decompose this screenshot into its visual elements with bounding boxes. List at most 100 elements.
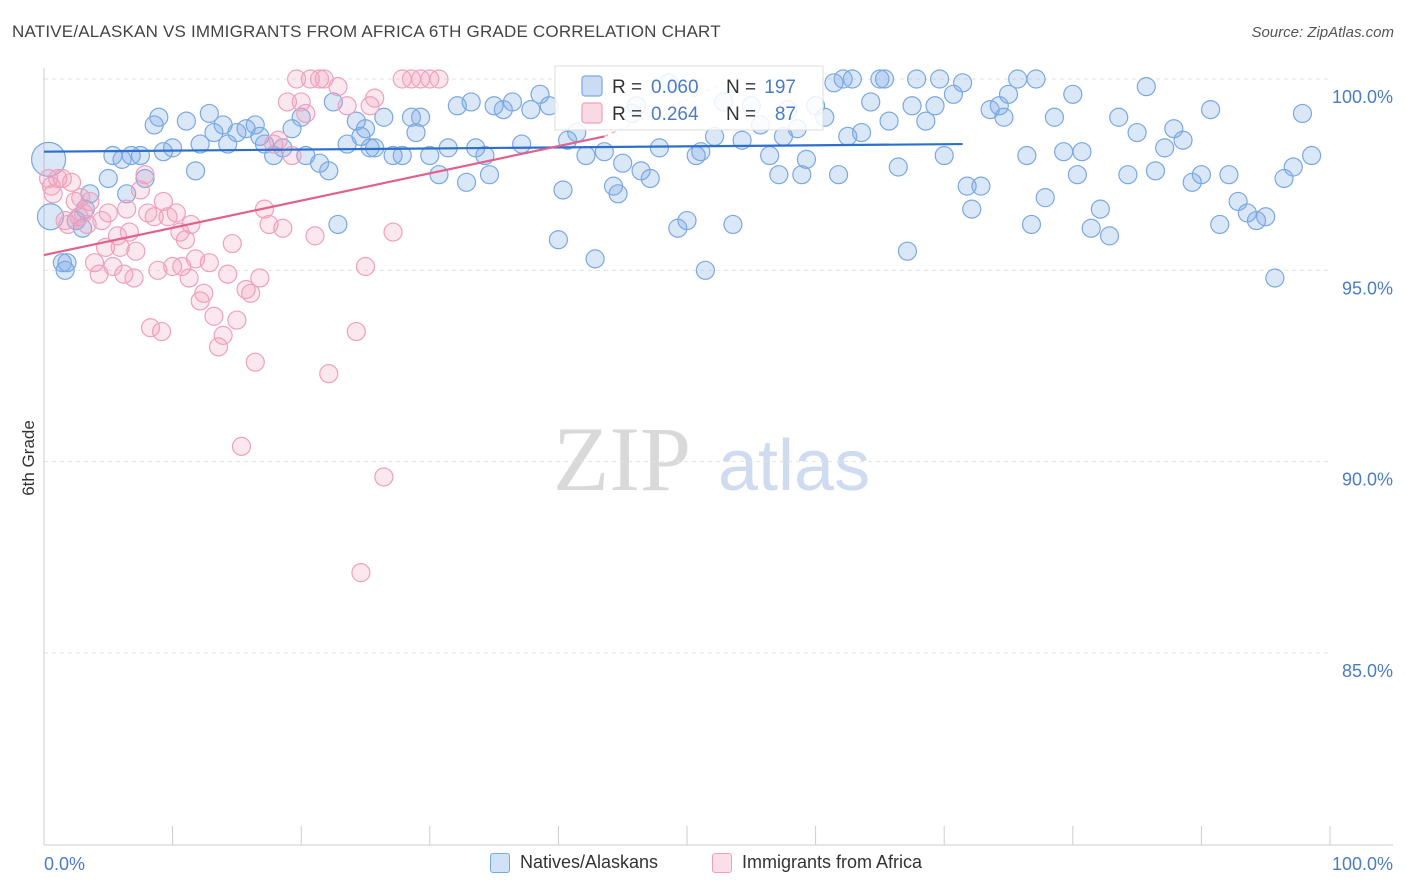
- point-natives[interactable]: [888, 157, 908, 177]
- point-natives[interactable]: [1155, 138, 1175, 158]
- point-africa[interactable]: [175, 230, 196, 250]
- point-natives[interactable]: [760, 145, 780, 166]
- point-natives[interactable]: [930, 69, 950, 89]
- point-africa[interactable]: [41, 176, 61, 196]
- point-africa[interactable]: [383, 222, 403, 242]
- point-natives[interactable]: [1283, 157, 1303, 177]
- point-africa[interactable]: [166, 203, 186, 223]
- point-africa[interactable]: [117, 199, 137, 219]
- point-natives[interactable]: [695, 260, 715, 280]
- point-natives[interactable]: [479, 165, 500, 185]
- point-africa[interactable]: [337, 96, 357, 116]
- point-natives[interactable]: [374, 107, 394, 127]
- point-africa[interactable]: [277, 92, 298, 112]
- point-africa[interactable]: [126, 241, 146, 261]
- point-africa[interactable]: [213, 325, 233, 345]
- point-africa[interactable]: [282, 145, 302, 166]
- point-africa[interactable]: [241, 283, 261, 303]
- point-natives[interactable]: [461, 92, 481, 112]
- point-africa[interactable]: [351, 563, 371, 583]
- point-natives[interactable]: [502, 92, 523, 112]
- point-natives[interactable]: [723, 214, 743, 235]
- point-africa[interactable]: [148, 260, 168, 280]
- point-natives[interactable]: [861, 92, 881, 112]
- point-africa[interactable]: [151, 321, 172, 342]
- point-africa[interactable]: [179, 268, 199, 288]
- point-natives[interactable]: [585, 249, 605, 269]
- point-africa[interactable]: [287, 69, 307, 89]
- point-natives[interactable]: [1072, 142, 1092, 162]
- point-natives[interactable]: [1081, 218, 1101, 238]
- point-natives[interactable]: [1054, 142, 1074, 162]
- point-natives[interactable]: [879, 111, 899, 131]
- point-natives[interactable]: [1191, 165, 1212, 185]
- point-natives[interactable]: [792, 165, 812, 185]
- point-africa[interactable]: [153, 191, 174, 212]
- point-africa[interactable]: [199, 253, 219, 273]
- point-natives[interactable]: [1099, 226, 1120, 246]
- point-africa[interactable]: [374, 467, 394, 487]
- point-natives[interactable]: [130, 145, 151, 166]
- point-natives[interactable]: [907, 69, 927, 89]
- point-africa[interactable]: [365, 88, 385, 108]
- point-natives[interactable]: [608, 184, 628, 204]
- point-natives[interactable]: [994, 107, 1014, 127]
- point-natives[interactable]: [328, 214, 348, 235]
- point-africa[interactable]: [305, 226, 325, 246]
- point-natives[interactable]: [962, 199, 982, 219]
- point-natives[interactable]: [842, 69, 862, 89]
- point-natives[interactable]: [971, 176, 991, 196]
- point-natives[interactable]: [1265, 268, 1285, 288]
- point-natives[interactable]: [98, 168, 118, 189]
- point-natives[interactable]: [190, 134, 210, 154]
- point-natives[interactable]: [851, 122, 872, 143]
- point-africa[interactable]: [291, 92, 311, 112]
- legend-item-africa[interactable]: Immigrants from Africa: [712, 852, 922, 873]
- point-africa[interactable]: [73, 203, 94, 223]
- point-africa[interactable]: [319, 364, 339, 384]
- point-africa[interactable]: [103, 256, 123, 277]
- point-natives[interactable]: [429, 165, 449, 185]
- point-natives[interactable]: [355, 119, 376, 139]
- point-natives[interactable]: [897, 241, 918, 261]
- point-africa[interactable]: [208, 337, 229, 357]
- point-natives[interactable]: [163, 138, 183, 158]
- point-africa[interactable]: [114, 264, 134, 284]
- point-africa[interactable]: [222, 233, 242, 254]
- point-natives[interactable]: [392, 145, 412, 166]
- point-natives[interactable]: [874, 69, 895, 89]
- point-natives[interactable]: [553, 180, 573, 200]
- point-africa[interactable]: [130, 180, 151, 200]
- point-natives[interactable]: [1035, 188, 1055, 208]
- point-natives[interactable]: [769, 165, 789, 185]
- point-natives[interactable]: [925, 96, 945, 116]
- point-africa[interactable]: [346, 321, 366, 342]
- point-natives[interactable]: [1256, 207, 1276, 227]
- point-africa[interactable]: [140, 318, 161, 338]
- point-natives[interactable]: [916, 111, 936, 131]
- point-africa[interactable]: [43, 184, 63, 204]
- point-natives[interactable]: [245, 115, 265, 135]
- point-natives[interactable]: [512, 134, 532, 154]
- point-natives[interactable]: [828, 165, 849, 185]
- point-natives[interactable]: [406, 122, 426, 143]
- point-natives[interactable]: [640, 168, 660, 189]
- legend-item-natives[interactable]: Natives/Alaskans: [490, 852, 658, 873]
- point-natives[interactable]: [1292, 103, 1313, 124]
- point-africa[interactable]: [194, 283, 214, 303]
- point-natives[interactable]: [1173, 130, 1193, 150]
- point-natives[interactable]: [1200, 100, 1221, 120]
- point-natives[interactable]: [149, 107, 169, 127]
- point-africa[interactable]: [231, 436, 252, 456]
- point-natives[interactable]: [870, 69, 890, 89]
- point-africa[interactable]: [61, 172, 82, 192]
- point-natives[interactable]: [902, 96, 922, 116]
- point-africa[interactable]: [245, 352, 265, 372]
- point-africa[interactable]: [84, 253, 105, 273]
- point-natives[interactable]: [998, 84, 1019, 104]
- point-natives[interactable]: [57, 253, 77, 273]
- point-africa[interactable]: [124, 268, 144, 288]
- point-natives[interactable]: [1210, 214, 1230, 235]
- point-natives[interactable]: [1109, 107, 1129, 127]
- point-natives[interactable]: [319, 161, 339, 181]
